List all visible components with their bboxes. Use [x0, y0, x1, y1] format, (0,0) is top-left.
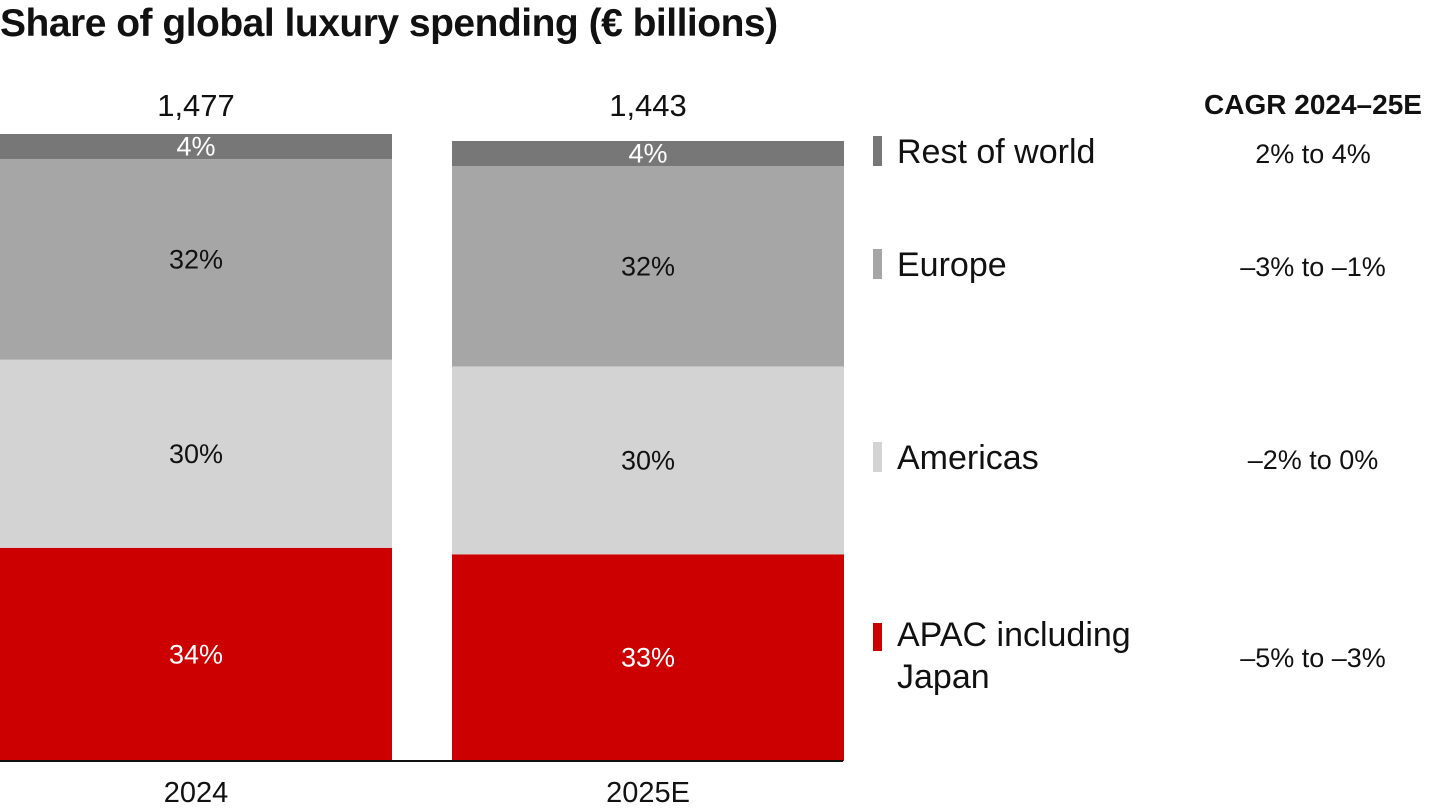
legend-label: APAC including	[897, 616, 1131, 654]
legend-swatch-americas	[873, 442, 882, 472]
segment-label: 30%	[169, 439, 223, 469]
segment-label: 33%	[621, 643, 675, 673]
bar-segment-2024-apac-including-japan	[0, 547, 392, 761]
segment-label: 34%	[169, 639, 223, 669]
legend-swatch-europe	[873, 249, 882, 279]
total-label-2025e: 1,443	[609, 88, 687, 123]
legend-swatch-rest-of-world	[873, 136, 882, 166]
segment-label: 32%	[169, 244, 223, 274]
labels-layer: 34% 30% 32% 4% 1,477 2024 33% 30% 32% 4% 1,443 2025…	[157, 88, 690, 809]
bar-segment-2025e-americas	[452, 366, 844, 555]
legend-layer: CAGR 2024–25E APAC including Japan –5% to –…	[873, 89, 1422, 696]
legend-label: Europe	[897, 246, 1007, 284]
cagr-value-americas: –2% to 0%	[1248, 445, 1379, 475]
legend-label: Americas	[897, 439, 1039, 477]
cagr-value-rest-of-world: 2% to 4%	[1255, 139, 1371, 169]
segment-label: 4%	[628, 139, 667, 169]
x-tick-label-2025e: 2025E	[606, 777, 690, 809]
bars-layer	[0, 134, 844, 761]
legend-label: Rest of world	[897, 133, 1095, 171]
bar-segment-2024-europe	[0, 159, 392, 360]
bar-segment-2024-americas	[0, 359, 392, 548]
segment-label: 30%	[621, 445, 675, 475]
bar-segment-2024-rest-of-world	[0, 134, 392, 160]
legend-label: Japan	[897, 658, 990, 696]
bar-segment-2025e-apac-including-japan	[452, 554, 844, 761]
legend-swatch-apac-including-japan	[873, 623, 882, 651]
x-tick-label-2024: 2024	[164, 777, 229, 809]
segment-label: 32%	[621, 251, 675, 281]
bar-segment-2025e-europe	[452, 166, 844, 367]
cagr-value-europe: –3% to –1%	[1240, 252, 1386, 282]
chart-title: Share of global luxury spending (€ billi…	[0, 2, 778, 45]
cagr-header: CAGR 2024–25E	[1204, 89, 1422, 120]
total-label-2024: 1,477	[157, 88, 235, 123]
bar-segment-2025e-rest-of-world	[452, 141, 844, 167]
cagr-value-apac-including-japan: –5% to –3%	[1240, 643, 1386, 673]
segment-label: 4%	[176, 132, 215, 162]
